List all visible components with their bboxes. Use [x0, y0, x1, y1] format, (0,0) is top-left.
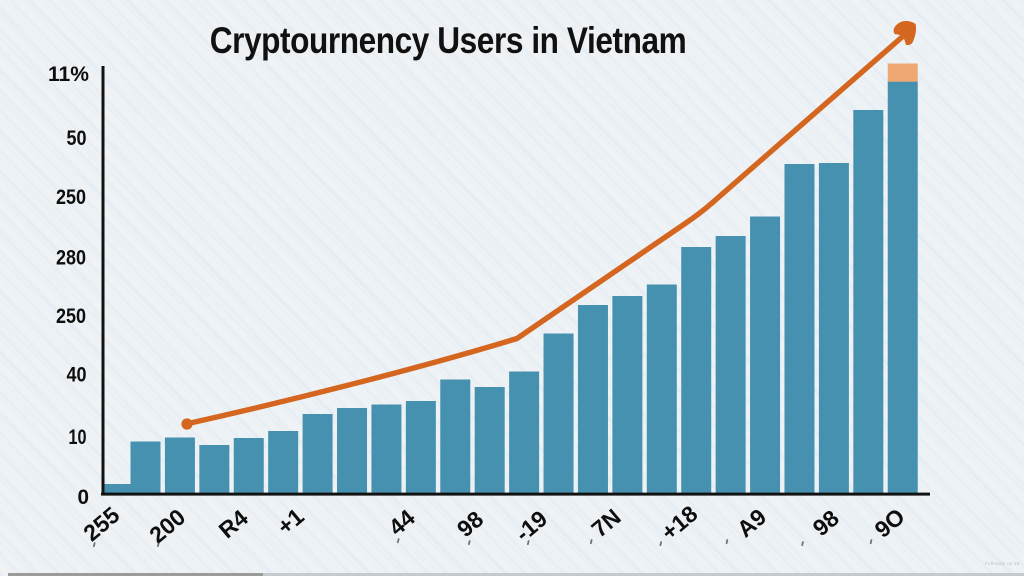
svg-text:98: 98 [808, 505, 844, 541]
svg-text:-19: -19 [510, 505, 552, 546]
svg-text:98: 98 [452, 506, 488, 542]
svg-text:44: 44 [383, 504, 419, 540]
svg-text:+18: +18 [656, 500, 703, 545]
svg-text:9O: 9O [869, 503, 909, 543]
svg-text:+1: +1 [272, 503, 309, 540]
svg-text:50: 50 [67, 126, 87, 150]
svg-text:40: 40 [67, 362, 87, 386]
svg-text:11%: 11% [48, 62, 89, 86]
svg-text:200: 200 [144, 504, 190, 549]
svg-text:R4: R4 [214, 504, 253, 543]
svg-text:0: 0 [78, 485, 90, 509]
svg-text:250: 250 [56, 185, 86, 209]
svg-text:280: 280 [56, 246, 86, 270]
svg-text:250: 250 [56, 304, 86, 328]
svg-text:A9: A9 [732, 503, 771, 542]
svg-text:7N: 7N [586, 503, 625, 542]
svg-text:10: 10 [69, 425, 87, 449]
